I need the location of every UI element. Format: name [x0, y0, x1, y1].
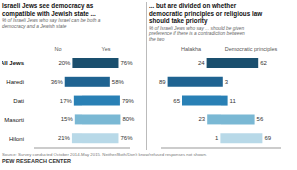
svg-text:89: 89: [159, 79, 166, 85]
html-text:PEW RESEARCH CENTER: PEW RESEARCH CENTER: [2, 157, 72, 164]
svg-text:58%: 58%: [112, 79, 125, 85]
svg-text:24: 24: [198, 60, 205, 66]
html-text:Democratic principles: Democratic principles: [224, 46, 278, 52]
svg-text:21%: 21%: [58, 135, 71, 141]
svg-text:Haredi: Haredi: [8, 79, 24, 85]
svg-text:All Jews: All Jews: [8, 60, 25, 66]
html-text:Source: Survey conducted Octob: Source: Survey conducted October 2014-Ma…: [2, 152, 207, 157]
html-text:Yes: Yes: [101, 46, 111, 52]
svg-text:20%: 20%: [58, 60, 71, 66]
svg-text:1: 1: [215, 135, 219, 141]
svg-text:3: 3: [225, 79, 229, 85]
svg-text:36%: 36%: [51, 79, 64, 85]
svg-text:80%: 80%: [122, 116, 135, 122]
svg-text:23: 23: [199, 116, 206, 122]
svg-text:Masorti: Masorti: [8, 117, 24, 123]
svg-text:65: 65: [173, 98, 180, 104]
svg-text:Dati: Dati: [13, 98, 24, 104]
svg-text:62: 62: [260, 60, 267, 66]
svg-text:69: 69: [264, 135, 271, 141]
svg-text:76%: 76%: [120, 135, 133, 141]
svg-text:15%: 15%: [61, 116, 74, 122]
html-text:Israeli Jews see democracy as: Israeli Jews see democracy as compatible…: [2, 2, 96, 17]
svg-text:56: 56: [257, 116, 264, 122]
svg-text:11: 11: [230, 98, 237, 104]
svg-text:Hiloni: Hiloni: [9, 136, 24, 142]
svg-text:76%: 76%: [120, 60, 133, 66]
html-text:No: No: [54, 46, 62, 52]
html-text:... but are divided on whether: ... but are divided on whether democrati…: [149, 2, 262, 24]
html-text:Halakha: Halakha: [180, 46, 202, 52]
html-text:% of Israeli Jews who say ...: % of Israeli Jews who say ... should be …: [149, 25, 245, 42]
html-text:% of Israeli Jews who say Isra: % of Israeli Jews who say Israel can be …: [2, 18, 101, 29]
svg-text:17%: 17%: [60, 98, 73, 104]
svg-text:79%: 79%: [122, 98, 135, 104]
